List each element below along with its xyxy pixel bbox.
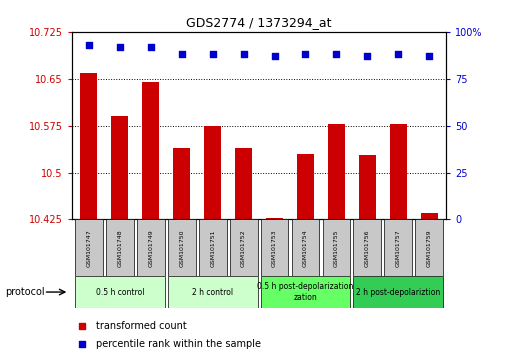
- Text: 0.5 h post-depolarization
zation: 0.5 h post-depolarization zation: [258, 282, 353, 302]
- Point: [363, 53, 371, 59]
- FancyBboxPatch shape: [323, 219, 350, 276]
- Text: GSM101752: GSM101752: [241, 229, 246, 267]
- Text: protocol: protocol: [5, 287, 45, 297]
- Text: GSM101755: GSM101755: [334, 229, 339, 267]
- Bar: [173, 148, 190, 219]
- Point: [332, 52, 341, 57]
- Bar: [421, 213, 438, 219]
- FancyBboxPatch shape: [353, 219, 381, 276]
- FancyBboxPatch shape: [75, 276, 165, 308]
- Text: GSM101753: GSM101753: [272, 229, 277, 267]
- Bar: [266, 218, 283, 219]
- FancyBboxPatch shape: [137, 219, 165, 276]
- Point: [270, 53, 279, 59]
- Bar: [204, 126, 221, 219]
- FancyBboxPatch shape: [261, 219, 288, 276]
- FancyBboxPatch shape: [416, 219, 443, 276]
- Text: GSM101747: GSM101747: [86, 229, 91, 267]
- Bar: [390, 124, 407, 219]
- Text: 2 h post-depolariztion: 2 h post-depolariztion: [356, 287, 441, 297]
- Point: [147, 44, 155, 50]
- Text: 0.5 h control: 0.5 h control: [95, 287, 144, 297]
- Point: [394, 52, 402, 57]
- Text: GSM101757: GSM101757: [396, 229, 401, 267]
- FancyBboxPatch shape: [261, 276, 350, 308]
- FancyBboxPatch shape: [384, 219, 412, 276]
- Point: [209, 52, 217, 57]
- Text: percentile rank within the sample: percentile rank within the sample: [96, 339, 262, 349]
- Bar: [111, 116, 128, 219]
- Bar: [328, 124, 345, 219]
- Text: GSM101748: GSM101748: [117, 229, 122, 267]
- Point: [301, 52, 309, 57]
- Point: [240, 52, 248, 57]
- Text: transformed count: transformed count: [96, 321, 187, 331]
- Point: [78, 341, 86, 347]
- Text: GSM101754: GSM101754: [303, 229, 308, 267]
- Text: GSM101751: GSM101751: [210, 229, 215, 267]
- Text: 2 h control: 2 h control: [192, 287, 233, 297]
- Text: GSM101756: GSM101756: [365, 229, 370, 267]
- FancyBboxPatch shape: [75, 219, 103, 276]
- Title: GDS2774 / 1373294_at: GDS2774 / 1373294_at: [186, 16, 332, 29]
- Point: [78, 323, 86, 329]
- Point: [177, 52, 186, 57]
- Bar: [81, 73, 97, 219]
- FancyBboxPatch shape: [230, 219, 258, 276]
- Bar: [297, 154, 314, 219]
- Point: [116, 44, 124, 50]
- FancyBboxPatch shape: [291, 219, 320, 276]
- FancyBboxPatch shape: [168, 276, 258, 308]
- Point: [425, 53, 433, 59]
- Bar: [359, 155, 376, 219]
- Point: [85, 42, 93, 48]
- FancyBboxPatch shape: [106, 219, 134, 276]
- FancyBboxPatch shape: [353, 276, 443, 308]
- Bar: [235, 148, 252, 219]
- Bar: [142, 82, 159, 219]
- Text: GSM101759: GSM101759: [427, 229, 432, 267]
- Text: GSM101750: GSM101750: [179, 229, 184, 267]
- FancyBboxPatch shape: [199, 219, 227, 276]
- FancyBboxPatch shape: [168, 219, 195, 276]
- Text: GSM101749: GSM101749: [148, 229, 153, 267]
